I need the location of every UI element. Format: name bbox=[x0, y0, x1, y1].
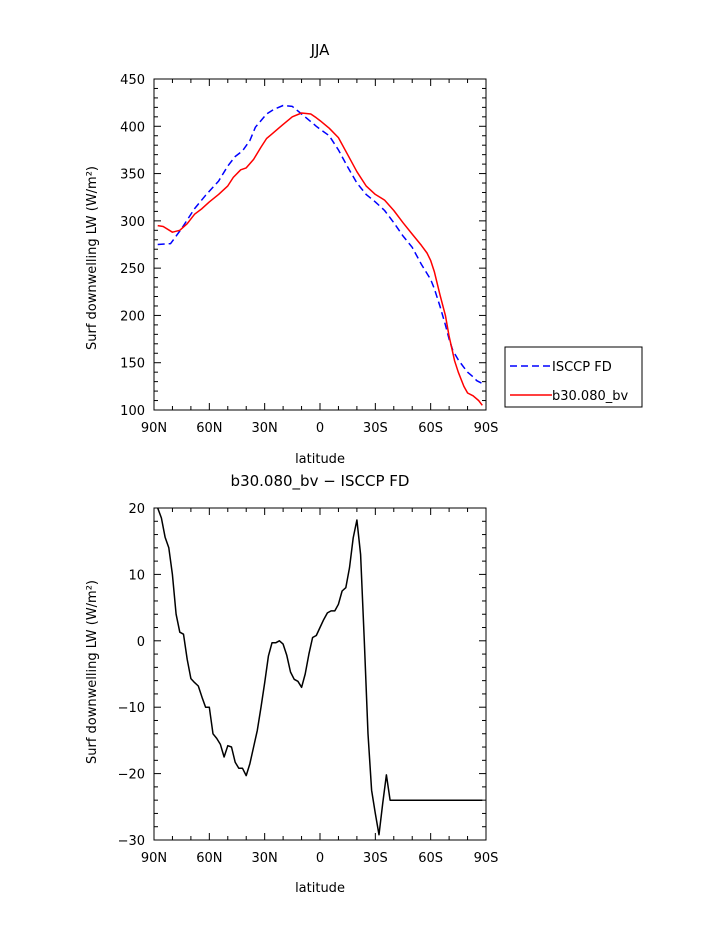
x-tick-label: 90S bbox=[474, 421, 499, 436]
x-tick-label: 90N bbox=[141, 421, 167, 436]
x-tick-label: 60S bbox=[418, 421, 443, 436]
bottom-y-axis-label: Surf downwelling LW (W/m²) bbox=[85, 580, 100, 764]
x-tick-label: 0 bbox=[316, 421, 324, 436]
y-tick-label: −10 bbox=[118, 701, 145, 716]
x-tick-label: 30S bbox=[363, 421, 388, 436]
x-tick-label: 30N bbox=[252, 421, 278, 436]
y-tick-label: 0 bbox=[137, 635, 145, 650]
top-plot-area: 90N 60N 30N 0 30S 60S 90S 100 150 200 250 300 350 400… bbox=[120, 73, 498, 436]
legend-box bbox=[504, 346, 643, 408]
x-tick-label: 60N bbox=[196, 421, 222, 436]
series-line-difference bbox=[156, 507, 483, 836]
top-x-axis-label: latitude bbox=[295, 452, 345, 467]
bottom-plot-area: 90N 60N 30N 0 30S 60S 90S −30 −20 −10 0 10 20 bbox=[118, 502, 499, 866]
y-tick-label: 300 bbox=[120, 215, 145, 230]
x-tick-label: 90N bbox=[141, 851, 167, 866]
y-tick-label: 250 bbox=[120, 262, 145, 277]
top-chart-title: JJA bbox=[310, 41, 331, 59]
x-tick-label: 60N bbox=[196, 851, 222, 866]
y-tick-label: 200 bbox=[120, 309, 145, 324]
x-tick-label: 30S bbox=[363, 851, 388, 866]
legend-label-model: b30.080_bv bbox=[552, 389, 628, 404]
top-panel: JJA 90N 60N 30N 0 30S 60S 90S 100 150 200 250 300 35… bbox=[85, 41, 643, 467]
y-tick-label: 400 bbox=[120, 120, 145, 135]
x-tick-label: 90S bbox=[474, 851, 499, 866]
bottom-chart-title: b30.080_bv − ISCCP FD bbox=[231, 472, 410, 491]
legend-label-isccp: ISCCP FD bbox=[552, 360, 612, 375]
x-tick-label: 60S bbox=[418, 851, 443, 866]
top-y-axis-label: Surf downwelling LW (W/m²) bbox=[85, 166, 100, 350]
plot-frame bbox=[153, 507, 487, 841]
y-tick-label: 450 bbox=[120, 73, 145, 88]
bottom-x-axis-label: latitude bbox=[295, 881, 345, 896]
y-tick-label: 20 bbox=[128, 502, 145, 517]
plot-frame bbox=[153, 78, 487, 411]
x-tick-label: 30N bbox=[252, 851, 278, 866]
y-tick-label: 150 bbox=[120, 357, 145, 372]
bottom-panel: b30.080_bv − ISCCP FD 90N 60N 30N 0 30S 60S 90… bbox=[85, 472, 498, 896]
y-tick-label: 350 bbox=[120, 168, 145, 183]
y-tick-label: −20 bbox=[118, 768, 145, 783]
series-line-isccp-fd bbox=[157, 104, 483, 385]
y-tick-label: −30 bbox=[118, 834, 145, 849]
y-tick-label: 10 bbox=[128, 568, 145, 583]
x-tick-label: 0 bbox=[316, 851, 324, 866]
top-legend: ISCCP FD b30.080_bv bbox=[504, 346, 643, 408]
series-line-b30-080-bv bbox=[157, 112, 483, 406]
y-tick-label: 100 bbox=[120, 404, 145, 419]
